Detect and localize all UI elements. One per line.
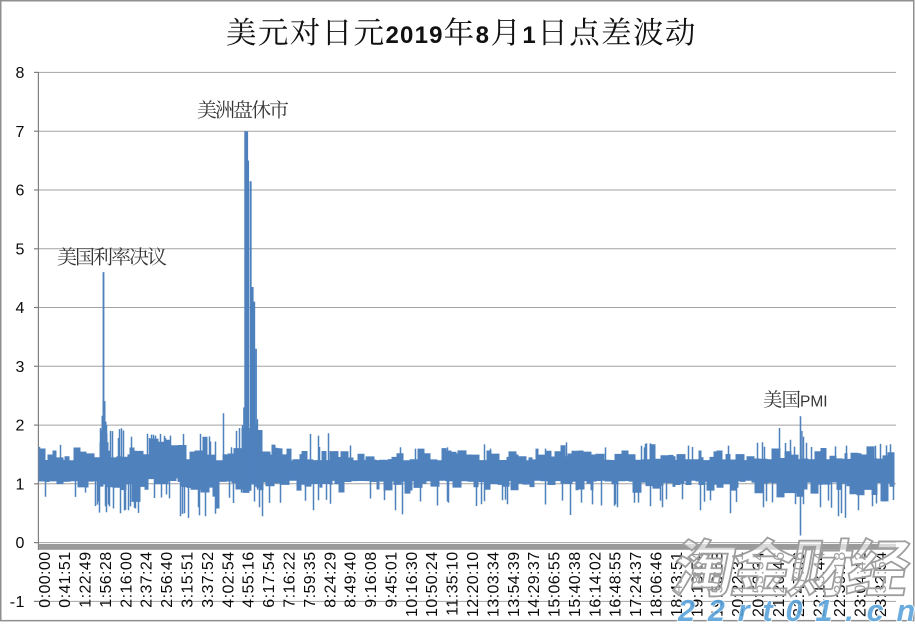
- svg-text:17:24:37: 17:24:37: [628, 552, 645, 617]
- svg-text:15:06:55: 15:06:55: [547, 552, 564, 617]
- svg-text:-1: -1: [10, 594, 25, 611]
- svg-text:9:16:08: 9:16:08: [363, 552, 380, 608]
- svg-text:16:48:55: 16:48:55: [608, 552, 625, 617]
- svg-text:2:16:00: 2:16:00: [118, 552, 135, 608]
- svg-text:4:02:54: 4:02:54: [220, 552, 237, 608]
- svg-text:PMI: PMI: [800, 394, 828, 411]
- svg-text:4:55:16: 4:55:16: [241, 552, 258, 608]
- svg-text:21:20:46: 21:20:46: [771, 552, 788, 617]
- svg-text:8:24:29: 8:24:29: [322, 552, 339, 608]
- svg-text:3: 3: [15, 359, 24, 376]
- svg-text:1:56:28: 1:56:28: [98, 552, 115, 608]
- svg-text:0: 0: [15, 535, 24, 552]
- svg-text:0:41:51: 0:41:51: [57, 552, 74, 608]
- svg-text:10:50:24: 10:50:24: [424, 552, 441, 617]
- svg-text:13:54:39: 13:54:39: [506, 552, 523, 617]
- svg-text:13:03:34: 13:03:34: [485, 552, 502, 617]
- svg-text:2:56:40: 2:56:40: [159, 552, 176, 608]
- svg-text:1: 1: [522, 22, 535, 49]
- svg-text:14:29:37: 14:29:37: [526, 552, 543, 617]
- svg-text:1:22:49: 1:22:49: [78, 552, 95, 608]
- svg-text:8: 8: [476, 22, 489, 49]
- svg-text:2:37:24: 2:37:24: [139, 552, 156, 608]
- svg-text:7:16:22: 7:16:22: [282, 552, 299, 608]
- svg-text:9:45:01: 9:45:01: [383, 552, 400, 608]
- svg-text:15:40:38: 15:40:38: [567, 552, 584, 617]
- svg-text:5: 5: [15, 241, 24, 258]
- svg-text:7: 7: [15, 124, 24, 141]
- svg-text:2019: 2019: [386, 22, 444, 49]
- svg-text:20:22:31: 20:22:31: [730, 552, 747, 617]
- svg-text:11:35:10: 11:35:10: [445, 552, 462, 616]
- svg-text:8: 8: [15, 65, 24, 82]
- svg-text:0:00:00: 0:00:00: [37, 552, 54, 608]
- svg-text:22rt01.cn: 22rt01.cn: [677, 594, 915, 625]
- svg-text:10:16:30: 10:16:30: [404, 552, 421, 617]
- svg-text:2: 2: [15, 418, 24, 435]
- svg-text:7:59:35: 7:59:35: [302, 552, 319, 608]
- svg-text:4: 4: [15, 300, 24, 317]
- svg-text:8:49:40: 8:49:40: [343, 552, 360, 608]
- svg-text:6:17:54: 6:17:54: [261, 552, 278, 608]
- svg-text:3:37:52: 3:37:52: [200, 552, 217, 608]
- svg-text:3:15:51: 3:15:51: [180, 552, 197, 608]
- svg-text:6: 6: [15, 183, 24, 200]
- svg-text:1: 1: [15, 476, 24, 493]
- svg-text:12:20:10: 12:20:10: [465, 552, 482, 617]
- svg-text:18:06:46: 18:06:46: [649, 552, 666, 617]
- svg-text:16:14:02: 16:14:02: [587, 552, 604, 617]
